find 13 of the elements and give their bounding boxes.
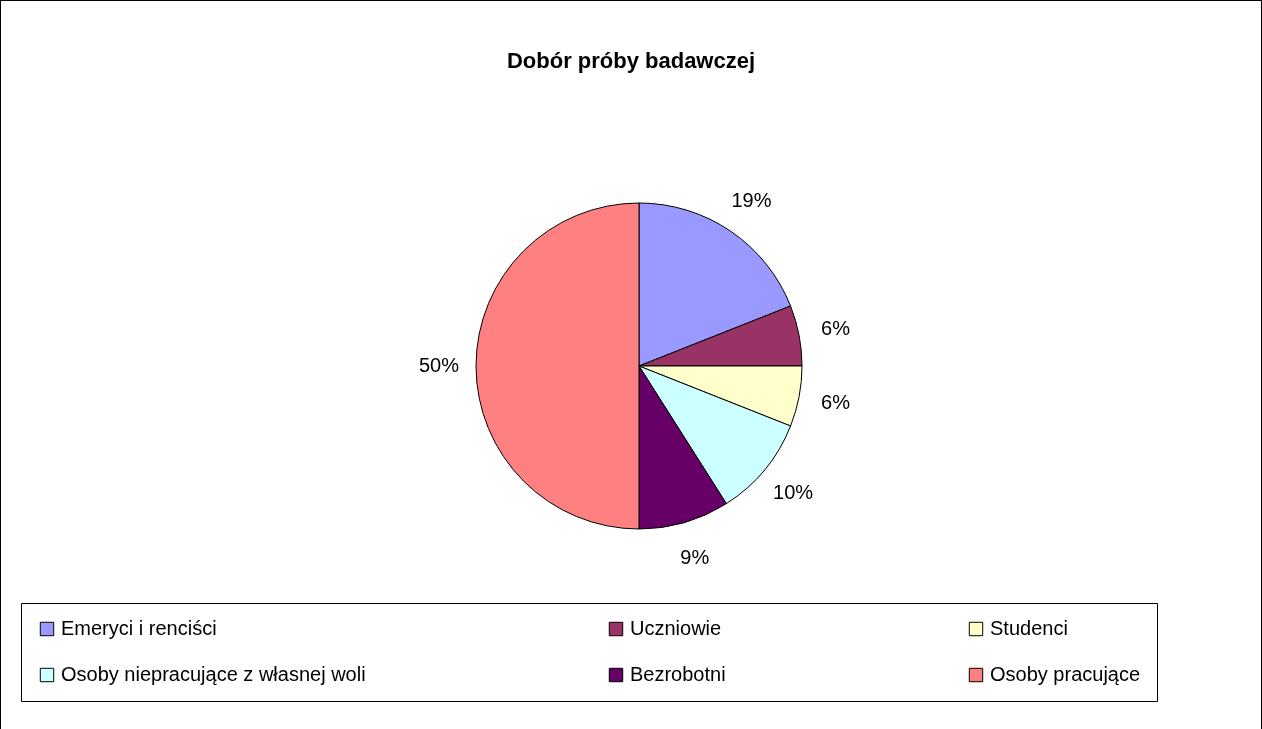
- data-label: 6%: [821, 391, 851, 414]
- legend-label: Uczniowie: [630, 617, 722, 639]
- legend-label: Studenci: [990, 617, 1068, 639]
- data-label: 50%: [418, 354, 460, 376]
- data-label: 19%: [731, 188, 772, 211]
- legend-label: Emeryci i renciści: [61, 617, 217, 639]
- data-label: 9%: [680, 546, 710, 569]
- legend-label: Osoby niepracujące z własnej woli: [61, 663, 366, 685]
- data-label: 6%: [821, 316, 851, 339]
- chart-title: Dobór próby badawczej: [506, 48, 756, 73]
- legend-label: Bezrobotni: [630, 663, 726, 685]
- legend-label: Osoby pracujące: [990, 663, 1141, 685]
- data-label: 10%: [773, 481, 814, 504]
